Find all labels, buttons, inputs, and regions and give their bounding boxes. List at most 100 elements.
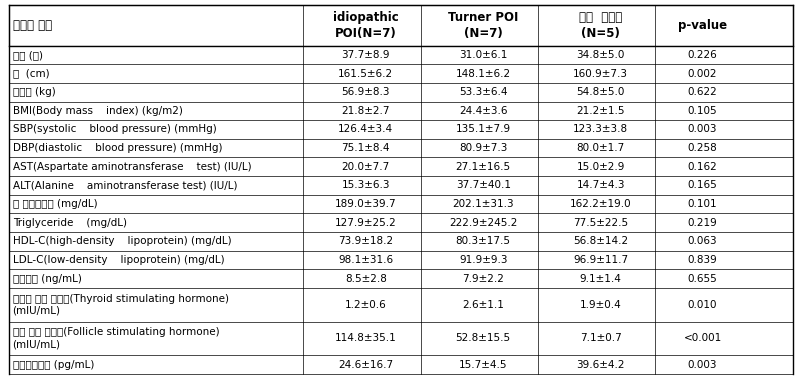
Text: 0.002: 0.002 xyxy=(688,69,717,79)
Text: 37.7±40.1: 37.7±40.1 xyxy=(456,180,511,190)
Text: idiopathic
POI(N=7): idiopathic POI(N=7) xyxy=(333,11,399,40)
Text: 56.8±14.2: 56.8±14.2 xyxy=(573,236,628,246)
Text: 0.003: 0.003 xyxy=(688,360,717,370)
Text: LDL-C(low-density    lipoprotein) (mg/dL): LDL-C(low-density lipoprotein) (mg/dL) xyxy=(13,255,225,265)
Bar xyxy=(10,83,792,101)
Text: Turner POI
(N=7): Turner POI (N=7) xyxy=(448,11,518,40)
Text: 222.9±245.2: 222.9±245.2 xyxy=(449,218,517,228)
Text: 202.1±31.3: 202.1±31.3 xyxy=(452,199,514,209)
Text: 총 콜레스테롤 (mg/dL): 총 콜레스테롤 (mg/dL) xyxy=(13,199,97,209)
Bar xyxy=(10,213,792,232)
Text: 0.226: 0.226 xyxy=(687,50,718,60)
Text: 2.6±1.1: 2.6±1.1 xyxy=(462,300,504,310)
Text: 7.1±0.7: 7.1±0.7 xyxy=(580,334,622,344)
Text: 127.9±25.2: 127.9±25.2 xyxy=(335,218,397,228)
Bar xyxy=(10,5,792,46)
Text: <0.001: <0.001 xyxy=(683,334,722,344)
Text: 정상  대조군
(N=5): 정상 대조군 (N=5) xyxy=(579,11,622,40)
Text: 0.010: 0.010 xyxy=(688,300,717,310)
Bar xyxy=(10,101,792,120)
Text: 91.9±9.3: 91.9±9.3 xyxy=(459,255,508,265)
Bar xyxy=(10,157,792,176)
Text: 96.9±11.7: 96.9±11.7 xyxy=(573,255,628,265)
Text: 126.4±3.4: 126.4±3.4 xyxy=(338,124,393,134)
Text: 0.003: 0.003 xyxy=(688,124,717,134)
Bar xyxy=(10,195,792,213)
Text: 98.1±31.6: 98.1±31.6 xyxy=(338,255,393,265)
Text: 14.7±4.3: 14.7±4.3 xyxy=(577,180,625,190)
Text: 0.105: 0.105 xyxy=(688,106,717,116)
Text: 39.6±4.2: 39.6±4.2 xyxy=(577,360,625,370)
Bar xyxy=(10,64,792,83)
Text: 54.8±5.0: 54.8±5.0 xyxy=(577,87,625,97)
Text: p-value: p-value xyxy=(678,19,727,32)
Text: 키  (cm): 키 (cm) xyxy=(13,69,49,79)
Text: 24.6±16.7: 24.6±16.7 xyxy=(338,360,393,370)
Text: 162.2±19.0: 162.2±19.0 xyxy=(570,199,631,209)
Bar xyxy=(10,355,792,374)
Bar xyxy=(10,176,792,195)
Text: 갑상선 자극 호르몬(Thyroid stimulating hormone)
(mIU/mL): 갑상선 자극 호르몬(Thyroid stimulating hormone) … xyxy=(13,293,229,316)
Text: 0.219: 0.219 xyxy=(687,218,718,228)
Text: 0.655: 0.655 xyxy=(687,273,718,283)
Text: AST(Aspartate aminotransferase    test) (IU/L): AST(Aspartate aminotransferase test) (IU… xyxy=(13,162,251,172)
Text: 73.9±18.2: 73.9±18.2 xyxy=(338,236,393,246)
Text: 161.5±6.2: 161.5±6.2 xyxy=(338,69,393,79)
Text: 189.0±39.7: 189.0±39.7 xyxy=(335,199,396,209)
Text: 에스트라디올 (pg/mL): 에스트라디올 (pg/mL) xyxy=(13,360,94,370)
Text: 0.165: 0.165 xyxy=(687,180,718,190)
Text: SBP(systolic    blood pressure) (mmHg): SBP(systolic blood pressure) (mmHg) xyxy=(13,124,217,134)
Text: 임상적 특징: 임상적 특징 xyxy=(13,19,51,32)
Text: 80.3±17.5: 80.3±17.5 xyxy=(456,236,511,246)
Text: Triglyceride    (mg/dL): Triglyceride (mg/dL) xyxy=(13,218,127,228)
Bar xyxy=(10,46,792,64)
Text: 114.8±35.1: 114.8±35.1 xyxy=(335,334,397,344)
Bar xyxy=(10,322,792,355)
Text: HDL-C(high-density    lipoprotein) (mg/dL): HDL-C(high-density lipoprotein) (mg/dL) xyxy=(13,236,231,246)
Bar xyxy=(10,139,792,157)
Text: 135.1±7.9: 135.1±7.9 xyxy=(456,124,511,134)
Bar xyxy=(10,250,792,269)
Text: 0.258: 0.258 xyxy=(687,143,718,153)
Text: 1.2±0.6: 1.2±0.6 xyxy=(345,300,387,310)
Text: 15.3±6.3: 15.3±6.3 xyxy=(342,180,390,190)
Text: 21.2±1.5: 21.2±1.5 xyxy=(577,106,625,116)
Bar xyxy=(10,269,792,288)
Text: 1.9±0.4: 1.9±0.4 xyxy=(580,300,622,310)
Text: 34.8±5.0: 34.8±5.0 xyxy=(577,50,625,60)
Bar xyxy=(10,232,792,250)
Text: 0.063: 0.063 xyxy=(688,236,717,246)
Text: 0.162: 0.162 xyxy=(687,162,718,172)
Text: 37.7±8.9: 37.7±8.9 xyxy=(342,50,390,60)
Text: 160.9±7.3: 160.9±7.3 xyxy=(573,69,628,79)
Text: 148.1±6.2: 148.1±6.2 xyxy=(456,69,511,79)
Text: 난포 자극 호르몬(Follicle stimulating hormone)
(mIU/mL): 난포 자극 호르몬(Follicle stimulating hormone) … xyxy=(13,327,219,350)
Text: 123.3±3.8: 123.3±3.8 xyxy=(573,124,628,134)
Text: 몸무게 (kg): 몸무게 (kg) xyxy=(13,87,55,97)
Text: BMI(Body mass    index) (kg/m2): BMI(Body mass index) (kg/m2) xyxy=(13,106,182,116)
Text: 0.622: 0.622 xyxy=(687,87,718,97)
Text: 52.8±15.5: 52.8±15.5 xyxy=(456,334,511,344)
Text: 9.1±1.4: 9.1±1.4 xyxy=(580,273,622,283)
Text: 0.101: 0.101 xyxy=(688,199,717,209)
Text: 77.5±22.5: 77.5±22.5 xyxy=(573,218,628,228)
Text: 27.1±16.5: 27.1±16.5 xyxy=(456,162,511,172)
Text: 7.9±2.2: 7.9±2.2 xyxy=(462,273,504,283)
Text: 8.5±2.8: 8.5±2.8 xyxy=(345,273,387,283)
Text: 0.839: 0.839 xyxy=(687,255,718,265)
Text: 80.9±7.3: 80.9±7.3 xyxy=(459,143,508,153)
Text: 56.9±8.3: 56.9±8.3 xyxy=(342,87,390,97)
Text: 24.4±3.6: 24.4±3.6 xyxy=(459,106,508,116)
Text: 20.0±7.7: 20.0±7.7 xyxy=(342,162,390,172)
Text: 연령 (년): 연령 (년) xyxy=(13,50,43,60)
Bar xyxy=(10,120,792,139)
Text: 15.0±2.9: 15.0±2.9 xyxy=(577,162,625,172)
Text: ALT(Alanine    aminotransferase test) (IU/L): ALT(Alanine aminotransferase test) (IU/L… xyxy=(13,180,237,190)
Text: 75.1±8.4: 75.1±8.4 xyxy=(342,143,390,153)
Text: 21.8±2.7: 21.8±2.7 xyxy=(342,106,390,116)
Text: 53.3±6.4: 53.3±6.4 xyxy=(459,87,508,97)
Text: 프로락틴 (ng/mL): 프로락틴 (ng/mL) xyxy=(13,273,82,283)
Text: 15.7±4.5: 15.7±4.5 xyxy=(459,360,508,370)
Text: 31.0±6.1: 31.0±6.1 xyxy=(459,50,508,60)
Bar xyxy=(10,288,792,322)
